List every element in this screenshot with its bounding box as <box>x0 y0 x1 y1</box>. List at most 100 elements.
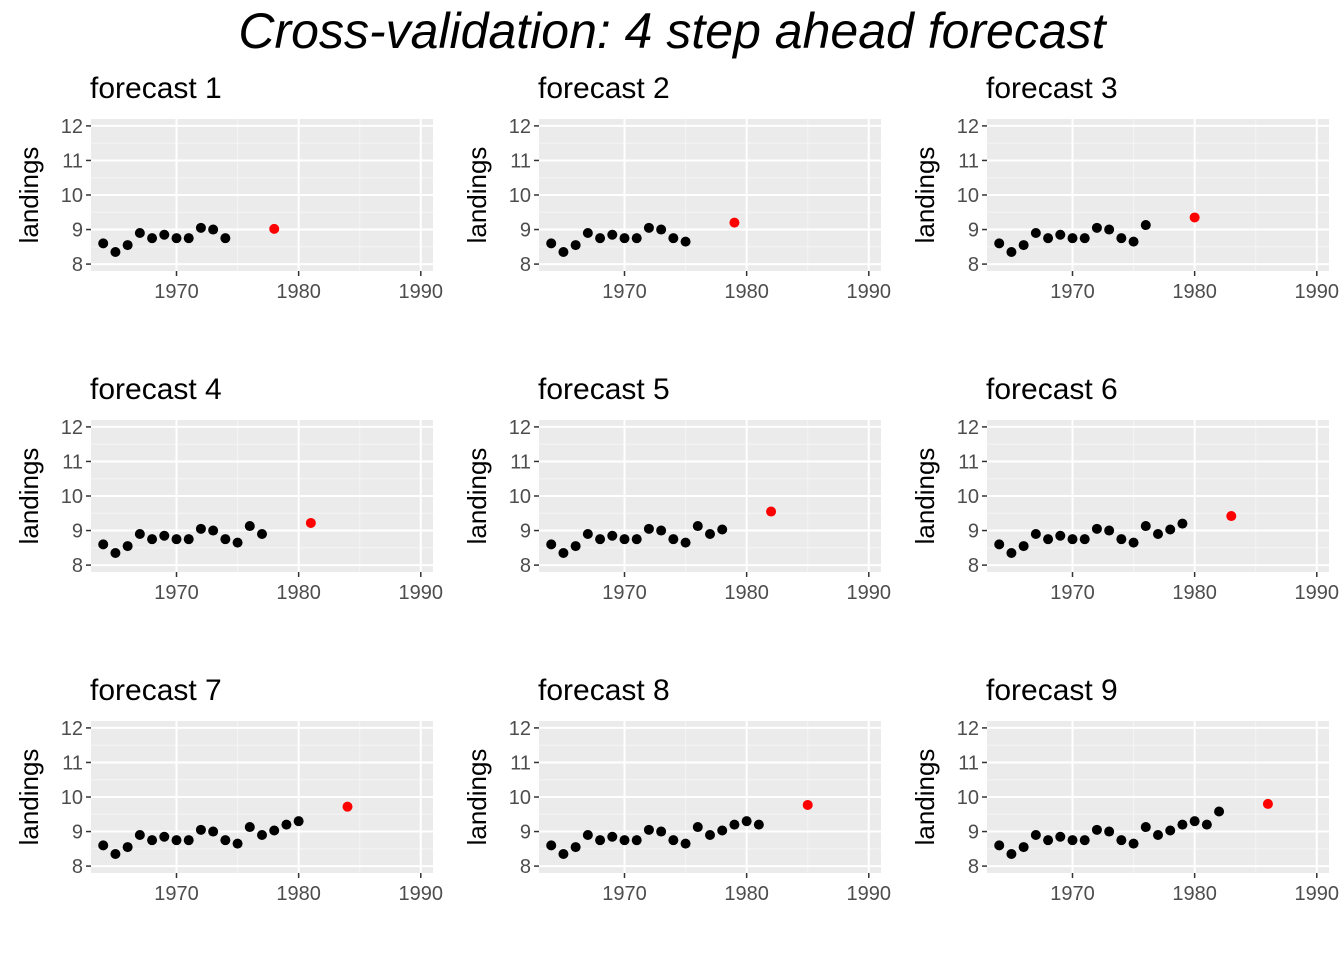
observed-point <box>1018 842 1029 853</box>
observed-point <box>1055 229 1066 240</box>
y-tick-label: 10 <box>957 486 979 508</box>
observed-point <box>171 534 182 545</box>
observed-point <box>705 830 715 840</box>
observed-point <box>729 819 740 830</box>
y-tick-label: 8 <box>520 555 531 577</box>
observed-point <box>1140 822 1151 833</box>
y-axis-label: landings <box>462 749 492 846</box>
x-tick-label: 1980 <box>276 582 321 604</box>
forecast-point <box>766 506 777 517</box>
panel-title: forecast 1 <box>90 72 222 105</box>
observed-point <box>570 541 581 552</box>
observed-point <box>717 825 728 836</box>
observed-point <box>1140 220 1151 231</box>
panel-9: 8 9 10 11 12 1970 1980 1990 forecast 9 landings <box>910 674 1339 905</box>
y-tick-label: 12 <box>61 417 83 439</box>
panel-title: forecast 7 <box>90 674 222 707</box>
y-tick-label: 9 <box>72 822 83 844</box>
y-axis-label: landings <box>14 147 44 244</box>
observed-point <box>1153 830 1163 840</box>
x-tick-label: 1970 <box>1050 582 1095 604</box>
x-tick-label: 1990 <box>847 883 892 905</box>
y-axis-label: landings <box>910 147 940 244</box>
observed-point <box>1104 826 1115 837</box>
y-tick-label: 10 <box>509 185 531 207</box>
observed-point <box>631 534 642 545</box>
observed-point <box>134 830 145 840</box>
forecast-point <box>1226 511 1237 522</box>
observed-point <box>582 228 593 238</box>
x-tick-label: 1980 <box>1172 883 1217 905</box>
x-tick-label: 1990 <box>1295 582 1340 604</box>
y-tick-label: 9 <box>520 822 531 844</box>
observed-point <box>1201 819 1212 830</box>
forecast-point <box>305 517 316 528</box>
observed-point <box>1067 835 1078 846</box>
observed-point <box>692 822 703 833</box>
x-tick-label: 1990 <box>1295 281 1340 303</box>
observed-point <box>1030 830 1041 840</box>
observed-point <box>546 840 557 851</box>
observed-point <box>753 819 764 830</box>
x-tick-label: 1970 <box>1050 281 1095 303</box>
observed-point <box>281 819 292 830</box>
observed-point <box>570 842 581 853</box>
observed-point <box>134 529 145 539</box>
observed-point <box>692 521 703 532</box>
x-tick-label: 1980 <box>724 281 769 303</box>
observed-point <box>110 247 121 257</box>
x-tick-label: 1980 <box>724 883 769 905</box>
observed-point <box>257 529 267 539</box>
x-tick-label: 1970 <box>602 582 647 604</box>
x-tick-label: 1970 <box>1050 883 1095 905</box>
observed-point <box>1177 518 1188 529</box>
forecast-point <box>342 801 353 812</box>
forecast-point <box>729 217 740 228</box>
observed-point <box>1189 816 1200 827</box>
panel-title: forecast 3 <box>986 72 1118 105</box>
panel-title: forecast 8 <box>538 674 670 707</box>
observed-point <box>1104 525 1115 536</box>
observed-point <box>668 534 679 545</box>
observed-point <box>607 831 618 842</box>
observed-point <box>607 229 618 240</box>
x-tick-label: 1990 <box>847 582 892 604</box>
observed-point <box>208 826 219 837</box>
observed-point <box>1128 537 1139 548</box>
observed-point <box>619 534 630 545</box>
forecast-point <box>1262 798 1273 809</box>
observed-point <box>631 233 642 244</box>
observed-point <box>607 530 618 541</box>
observed-point <box>668 835 679 846</box>
panel-4: 8 9 10 11 12 1970 1980 1990 forecast 4 landings <box>14 373 443 604</box>
observed-point <box>741 816 752 827</box>
y-tick-label: 10 <box>957 185 979 207</box>
observed-point <box>220 835 231 846</box>
observed-point <box>558 247 569 257</box>
y-axis-label: landings <box>462 448 492 545</box>
observed-point <box>546 539 557 550</box>
x-tick-label: 1990 <box>1295 883 1340 905</box>
observed-point <box>1030 228 1041 238</box>
y-tick-label: 9 <box>968 521 979 543</box>
observed-point <box>171 835 182 846</box>
y-tick-label: 8 <box>968 856 979 878</box>
y-axis-label: landings <box>14 448 44 545</box>
main-title: Cross-validation: 4 step ahead forecast <box>238 3 1107 59</box>
observed-point <box>619 835 630 846</box>
observed-point <box>1128 236 1139 247</box>
observed-point <box>643 523 654 534</box>
observed-point <box>595 233 606 244</box>
observed-point <box>147 534 158 545</box>
y-tick-label: 10 <box>509 486 531 508</box>
observed-point <box>98 238 109 249</box>
observed-point <box>656 826 667 837</box>
y-tick-label: 8 <box>520 254 531 276</box>
observed-point <box>994 539 1005 550</box>
y-tick-label: 11 <box>958 150 979 172</box>
observed-point <box>220 233 231 244</box>
observed-point <box>147 835 158 846</box>
observed-point <box>134 228 145 238</box>
observed-point <box>1140 521 1151 532</box>
